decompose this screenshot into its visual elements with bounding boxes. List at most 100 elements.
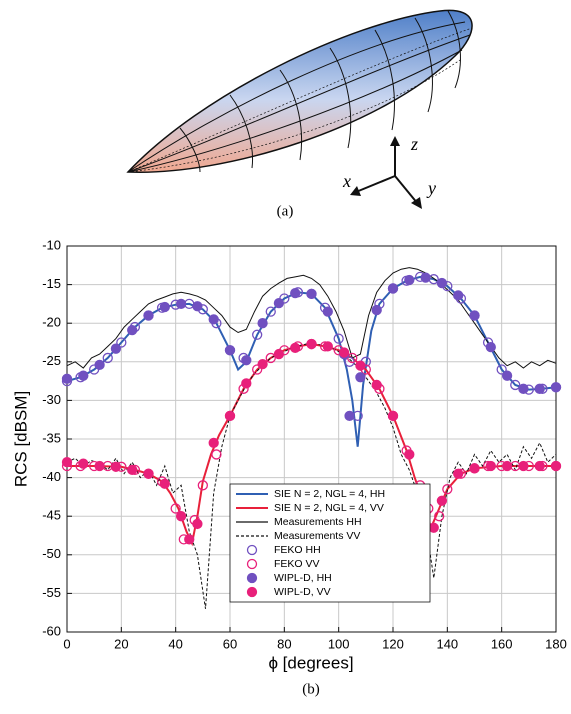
x-tick-label: 80	[277, 636, 291, 651]
series-marker	[534, 460, 545, 472]
y-tick-label: -60	[42, 623, 61, 638]
axis-x-label: x	[342, 171, 351, 191]
series-marker	[501, 460, 513, 472]
series-marker	[306, 288, 317, 300]
y-tick-label: -55	[42, 585, 61, 600]
series-marker	[420, 272, 431, 283]
series-marker	[436, 277, 448, 289]
series-marker	[434, 511, 445, 522]
series-marker	[265, 306, 276, 317]
caption-b: (b)	[302, 681, 320, 697]
series-marker	[61, 373, 73, 384]
series-marker	[550, 382, 562, 393]
legend-label: Measurements HH	[274, 516, 362, 528]
series-marker	[252, 364, 263, 375]
y-tick-label: -15	[42, 276, 61, 291]
series-marker	[453, 290, 464, 301]
series-marker	[322, 306, 333, 317]
series-marker	[485, 341, 496, 353]
series-marker	[192, 301, 203, 312]
series-marker	[94, 460, 105, 472]
series-marker	[518, 460, 529, 472]
legend-label: SIE N = 2, NGL = 4, VV	[274, 502, 384, 514]
series-marker	[78, 370, 89, 381]
series-marker	[338, 347, 350, 358]
series-marker	[344, 410, 355, 421]
x-tick-label: 20	[114, 636, 128, 651]
series-marker	[273, 348, 285, 360]
x-tick-label: 100	[328, 636, 350, 651]
x-tick-label: 140	[436, 636, 458, 651]
series-marker	[496, 364, 507, 375]
caption-a: (a)	[277, 203, 294, 219]
series-marker	[208, 314, 219, 325]
series-marker	[265, 352, 276, 364]
series-marker	[94, 359, 105, 371]
x-tick-label: 120	[382, 636, 404, 651]
series-marker	[469, 463, 480, 474]
series-marker	[175, 511, 187, 522]
series-marker	[518, 383, 529, 394]
series-marker	[550, 460, 562, 472]
series-marker	[347, 352, 358, 364]
series-marker	[485, 460, 496, 472]
y-tick-label: -45	[42, 508, 61, 523]
series-marker	[501, 370, 513, 381]
legend-swatch	[246, 558, 258, 570]
series-marker	[306, 338, 317, 350]
y-tick-label: -35	[42, 430, 61, 445]
legend-label: Measurements VV	[274, 530, 360, 542]
series-marker	[110, 343, 122, 354]
series-marker	[224, 345, 236, 356]
plot-frame	[66, 245, 557, 633]
series-marker	[257, 358, 268, 370]
series-marker	[387, 283, 399, 294]
series-marker	[387, 410, 399, 421]
x-tick-label: 40	[168, 636, 182, 651]
legend: SIE N = 2, NGL = 4, HH SIE N = 2, NGL = 4…	[229, 483, 431, 603]
series-marker	[333, 333, 344, 344]
series-marker	[442, 484, 453, 495]
series-marker	[211, 449, 222, 460]
y-tick-label: -10	[42, 237, 61, 252]
series-marker	[175, 298, 187, 310]
ogive-drawing	[126, 9, 473, 209]
axis-z-label: z	[410, 134, 418, 154]
legend-swatch	[246, 586, 258, 598]
series-marker	[127, 324, 138, 336]
legend-label: FEKO HH	[274, 544, 321, 556]
legend-label: WIPL-D, HH	[274, 572, 332, 584]
series-marker	[404, 449, 415, 460]
series-marker	[102, 352, 113, 364]
series-marker	[355, 360, 366, 371]
series-marker	[453, 468, 464, 479]
series-marker	[241, 355, 252, 366]
series-marker	[322, 341, 333, 352]
series-marker	[192, 518, 203, 530]
x-tick-label: 160	[491, 636, 513, 651]
series-marker	[159, 478, 170, 489]
series-marker	[290, 287, 301, 299]
series-marker	[197, 480, 208, 491]
series-marker	[436, 495, 448, 506]
x-tick-label: 180	[545, 636, 567, 651]
series-marker	[170, 503, 181, 514]
series-marker	[143, 310, 154, 321]
legend-swatch	[246, 572, 258, 584]
series-marker	[404, 274, 415, 286]
series-marker	[428, 522, 439, 533]
series-marker	[252, 329, 263, 340]
series-marker	[290, 342, 301, 354]
series-marker	[371, 379, 382, 391]
y-axis-title: RCS [dBSM]	[11, 391, 30, 487]
series-marker	[78, 458, 89, 469]
legend-label: SIE N = 2, NGL = 4, HH	[274, 488, 385, 500]
series-marker	[159, 301, 170, 313]
series-marker	[534, 383, 545, 394]
series-marker	[257, 318, 268, 329]
legend-label: FEKO VV	[274, 558, 320, 570]
series-marker	[273, 297, 285, 309]
x-tick-label: 60	[223, 636, 237, 651]
series-marker	[355, 372, 366, 383]
